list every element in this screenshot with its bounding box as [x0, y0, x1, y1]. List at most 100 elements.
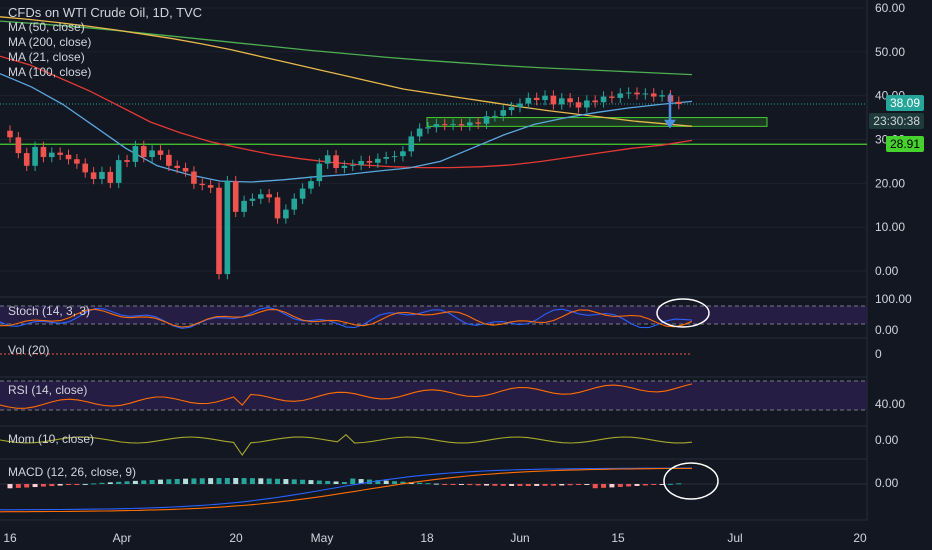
- macd-hist-bar: [325, 481, 331, 484]
- macd-circle: [663, 462, 719, 500]
- macd-hist-bar: [375, 480, 381, 484]
- macd-hist-bar: [316, 480, 322, 484]
- macd-hist-bar: [241, 478, 247, 484]
- candle-body: [483, 116, 490, 124]
- x-tick-label: 15: [611, 531, 625, 545]
- candle-body: [542, 95, 548, 101]
- macd-hist-bar: [57, 484, 63, 486]
- macd-hist-bar: [333, 481, 339, 484]
- macd-hist-bar: [141, 480, 147, 484]
- macd-hist-bar: [517, 484, 523, 486]
- candle-body: [166, 154, 172, 166]
- macd-hist-bar: [224, 478, 230, 484]
- stoch-band: [0, 306, 867, 324]
- macd-hist-bar: [559, 484, 565, 486]
- candle-body: [475, 122, 481, 124]
- macd-hist-bar: [509, 484, 515, 486]
- candle-body: [625, 92, 632, 94]
- candle-body: [358, 160, 364, 165]
- rsi-tick-40: 40.00: [875, 397, 905, 411]
- candle-body: [550, 95, 557, 105]
- candle-body: [642, 93, 649, 95]
- candle-body: [416, 128, 423, 137]
- macd-hist-bar: [659, 484, 665, 485]
- y-tick-label: 10.00: [875, 220, 905, 234]
- macd-hist-bar: [450, 484, 456, 485]
- x-tick-label: May: [311, 531, 334, 545]
- x-tick-label: 20: [853, 531, 867, 545]
- macd-hist-bar: [550, 484, 556, 486]
- candle-body: [274, 197, 281, 219]
- candle-body: [15, 137, 22, 154]
- macd-hist-bar: [132, 480, 138, 484]
- macd-hist-bar: [575, 484, 581, 485]
- candle-body: [425, 127, 431, 129]
- macd-hist-bar: [258, 478, 264, 484]
- candle-body: [99, 171, 105, 179]
- candle-body: [567, 98, 573, 103]
- macd-hist-bar: [492, 484, 498, 486]
- y-tick-label: 50.00: [875, 45, 905, 59]
- macd-hist-bar: [49, 484, 55, 487]
- macd-hist-bar: [584, 484, 590, 485]
- macd-hist-bar: [149, 479, 155, 484]
- macd-hist-bar: [634, 484, 640, 486]
- macd-hist-bar: [484, 484, 490, 486]
- candle-body: [7, 130, 13, 138]
- macd-hist-bar: [199, 478, 205, 484]
- candle-body: [408, 136, 415, 152]
- macd-hist-bar: [458, 484, 464, 485]
- macd-hist-bar: [300, 479, 306, 484]
- candle-body: [90, 172, 97, 179]
- vol-tick-0: 0: [875, 347, 882, 361]
- macd-hist-bar: [417, 482, 423, 484]
- candle-body: [132, 146, 139, 162]
- macd-hist-bar: [567, 484, 573, 486]
- macd-hist-bar: [74, 484, 80, 485]
- candle-body: [558, 98, 565, 105]
- macd-line: [0, 467, 692, 511]
- candle-body: [124, 160, 130, 162]
- candle-body: [191, 171, 197, 184]
- macd-hist-bar: [15, 484, 21, 488]
- macd-hist-bar: [275, 478, 281, 484]
- x-tick-label: Apr: [113, 531, 132, 545]
- mom-tick-0: 0.00: [875, 433, 899, 447]
- candle-body: [333, 155, 339, 168]
- macd-hist-bar: [392, 481, 398, 484]
- candle-body: [533, 97, 540, 101]
- x-tick-label: 18: [420, 531, 434, 545]
- stoch-k-line: [0, 307, 693, 329]
- x-tick-label: 16: [3, 531, 17, 545]
- macd-hist-bar: [7, 484, 13, 489]
- candle-body: [199, 183, 206, 186]
- candle-body: [74, 159, 80, 164]
- macd-hist-bar: [249, 478, 255, 484]
- ma21-label: MA (21, close): [8, 50, 85, 64]
- candle-body: [617, 93, 624, 98]
- macd-hist-bar: [467, 484, 473, 486]
- macd-hist-bar: [383, 480, 389, 484]
- macd-hist-bar: [99, 482, 105, 484]
- candle-body: [258, 194, 264, 199]
- macd-hist-bar: [433, 483, 439, 485]
- candle-body: [450, 124, 456, 126]
- candle-body: [609, 96, 615, 98]
- mom-line: [0, 433, 693, 456]
- macd-hist-bar: [107, 482, 113, 484]
- candle-body: [676, 101, 682, 104]
- macd-hist-bar: [308, 480, 314, 484]
- y-tick-label: 20.00: [875, 176, 905, 190]
- chart-title: CFDs on WTI Crude Oil, 1D, TVC: [8, 5, 203, 20]
- candle-body: [650, 93, 657, 97]
- stoch-tick-0: 0.00: [875, 323, 899, 337]
- macd-hist-bar: [183, 478, 189, 484]
- x-tick-label: Jun: [510, 531, 529, 545]
- macd-hist-bar: [91, 483, 97, 485]
- candle-body: [82, 163, 89, 173]
- candle-body: [115, 160, 122, 183]
- candle-body: [57, 152, 63, 155]
- macd-hist-bar: [592, 484, 598, 489]
